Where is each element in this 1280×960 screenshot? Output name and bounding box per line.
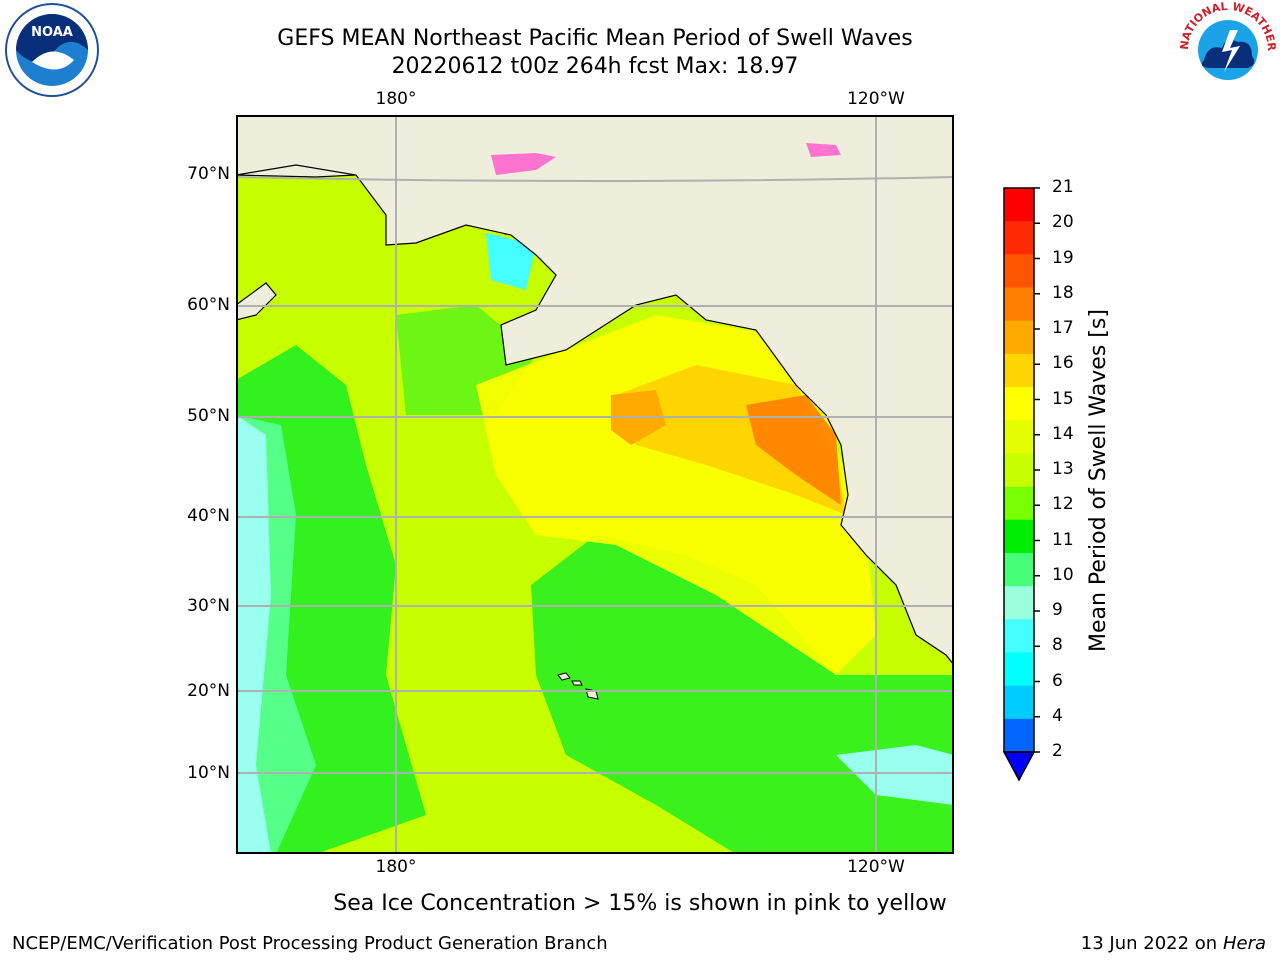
chart-subtitle: 20220612 t00z 264h fcst Max: 18.97 [391,54,799,79]
colorbar-segment [1004,685,1034,720]
lat-label: 50°N [187,406,230,426]
low-period-zone-bering [486,233,536,290]
credit-text: NCEP/EMC/Verification Post Processing Pr… [12,933,608,954]
lon-label-top: 180° [375,89,417,109]
colorbar-tick-label: 10 [1052,564,1074,585]
colorbar-segment [1004,552,1034,587]
colorbar-tick-label: 4 [1052,705,1063,726]
colorbar-segment [1004,586,1034,620]
period-zone-9s-southeast [836,745,954,805]
date-text: 13 Jun 2022 on Hera [1081,933,1266,954]
period-zone-18s [746,395,841,505]
nws-logo: NATIONAL WEATHER SERVICE [1178,2,1278,96]
colorbar-tick-label: 2 [1052,741,1063,761]
colorbar-tick-label: 21 [1052,177,1074,197]
map-frame [236,115,954,854]
colorbar-segment [1004,221,1034,255]
colorbar-tick-label: 18 [1052,282,1074,303]
colorbar-tick-label: 14 [1052,423,1074,444]
colorbar-tick-label: 8 [1052,635,1063,656]
colorbar-segment [1004,254,1034,289]
colorbar-tick-label: 19 [1052,247,1074,268]
colorbar-tick-label: 6 [1052,670,1063,691]
date-value: 13 Jun 2022 on [1080,933,1218,954]
colorbar-segment [1004,287,1034,322]
colorbar-segment [1004,486,1034,521]
lat-label: 30°N [187,596,230,616]
colorbar-extend-arrow [1002,751,1036,782]
sea-ice-chukchi [491,153,556,175]
colorbar-segment [1004,652,1034,687]
colorbar-tick-label: 16 [1052,353,1074,374]
colorbar-tick-label: 9 [1052,600,1063,620]
colorbar-segment [1004,453,1034,488]
colorbar-segment [1004,320,1034,355]
lon-label-bottom: 180° [375,857,417,877]
period-zone-11s-south [531,535,954,854]
colorbar-tick-label: 11 [1052,529,1074,550]
chart-title: GEFS MEAN Northeast Pacific Mean Period … [277,26,913,51]
lon-label-top: 120°W [847,89,905,109]
colorbar-segment [1004,718,1034,753]
lat-label: 60°N [187,295,230,315]
lat-label: 10°N [187,763,230,783]
host-name: Hera [1222,933,1266,954]
land-north-america [236,115,954,666]
colorbar-tick-label: 13 [1052,459,1074,479]
colorbar-segment [1004,353,1034,388]
colorbar-label: Mean Period of Swell Waves [s] [1086,309,1111,652]
colorbar-tick-label: 15 [1052,388,1074,409]
map-caption: Sea Ice Concentration > 15% is shown in … [333,891,947,916]
lat-label: 20°N [187,681,230,701]
colorbar-segment [1004,519,1034,554]
noaa-logo-text: NOAA [31,25,73,40]
map [236,115,954,854]
colorbar-tick-label: 20 [1052,212,1074,233]
colorbar-segment [1004,188,1034,222]
colorbar-segment [1004,387,1034,421]
lat-label: 40°N [187,506,230,526]
colorbar [1002,187,1040,782]
sea-ice-beaufort [806,143,841,157]
lat-label: 70°N [187,164,230,184]
colorbar-tick-label: 17 [1052,318,1074,338]
colorbar-tick-label: 12 [1052,494,1074,515]
grid-lines [236,115,954,854]
noaa-logo: NOAA [5,3,99,97]
period-zone-9s-west [236,415,271,854]
colorbar-segment [1004,619,1034,653]
lon-label-bottom: 120°W [847,857,905,877]
colorbar-segment [1004,420,1034,454]
